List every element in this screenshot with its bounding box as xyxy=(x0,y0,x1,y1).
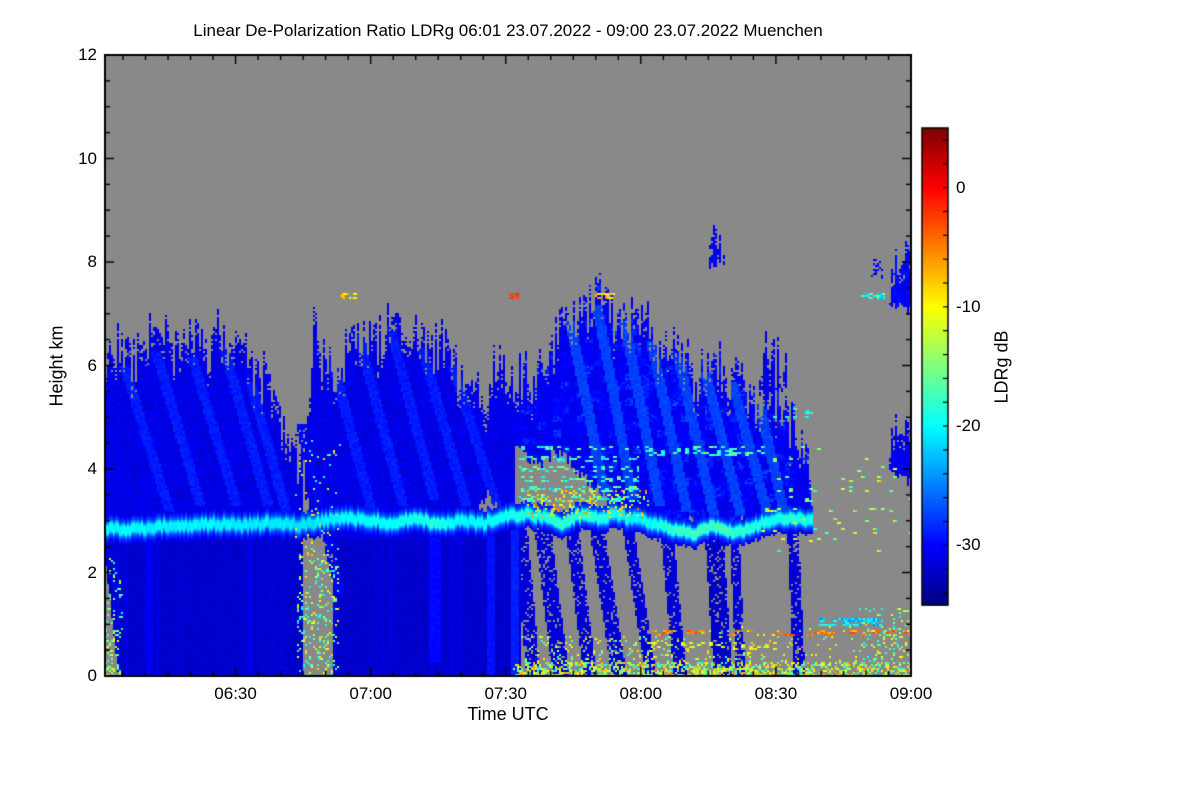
y-axis-label: Height km xyxy=(46,325,67,407)
x-tick-label: 06:30 xyxy=(214,684,257,703)
x-tick-label: 08:00 xyxy=(619,684,663,703)
y-tick-label: 0 xyxy=(87,666,97,685)
y-tick-label: 10 xyxy=(78,148,97,168)
x-tick-label: 07:30 xyxy=(484,684,528,703)
x-axis-label: Time UTC xyxy=(467,704,549,724)
y-tick-label: 8 xyxy=(87,252,97,271)
colorbar-tick-label: -30 xyxy=(956,535,981,555)
chart-title: Linear De-Polarization Ratio LDRg 06:01 … xyxy=(193,21,823,40)
colorbar-tick-label: -10 xyxy=(956,296,981,316)
colorbar-label: LDRg dB xyxy=(991,330,1012,404)
x-tick-label: 08:30 xyxy=(754,684,798,703)
y-tick-label: 12 xyxy=(78,45,97,64)
x-tick-label: 09:00 xyxy=(889,684,933,703)
colorbar-tick-label: 0 xyxy=(956,177,966,197)
y-tick-label: 6 xyxy=(87,355,97,375)
y-tick-label: 2 xyxy=(87,562,97,582)
x-tick-label: 07:00 xyxy=(349,684,392,703)
colorbar-tick-label: -20 xyxy=(956,416,981,436)
y-tick-label: 4 xyxy=(87,459,97,478)
